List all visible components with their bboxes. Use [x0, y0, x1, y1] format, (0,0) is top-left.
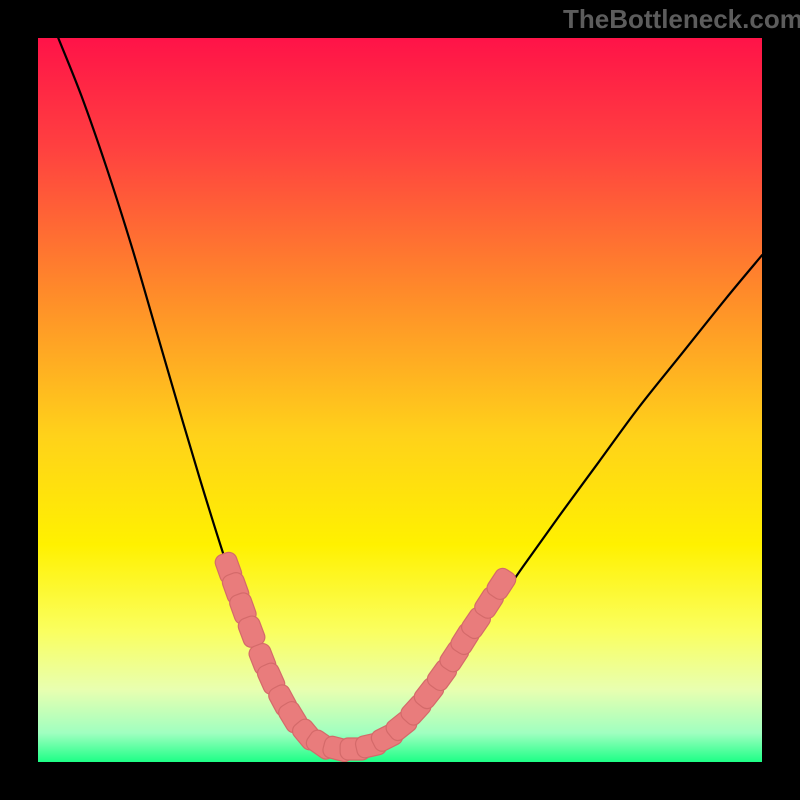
watermark-text: TheBottleneck.com — [563, 4, 800, 35]
chart-svg — [38, 38, 762, 762]
outer-frame: TheBottleneck.com — [0, 0, 800, 800]
plot-area — [38, 38, 762, 762]
gradient-background — [38, 38, 762, 762]
